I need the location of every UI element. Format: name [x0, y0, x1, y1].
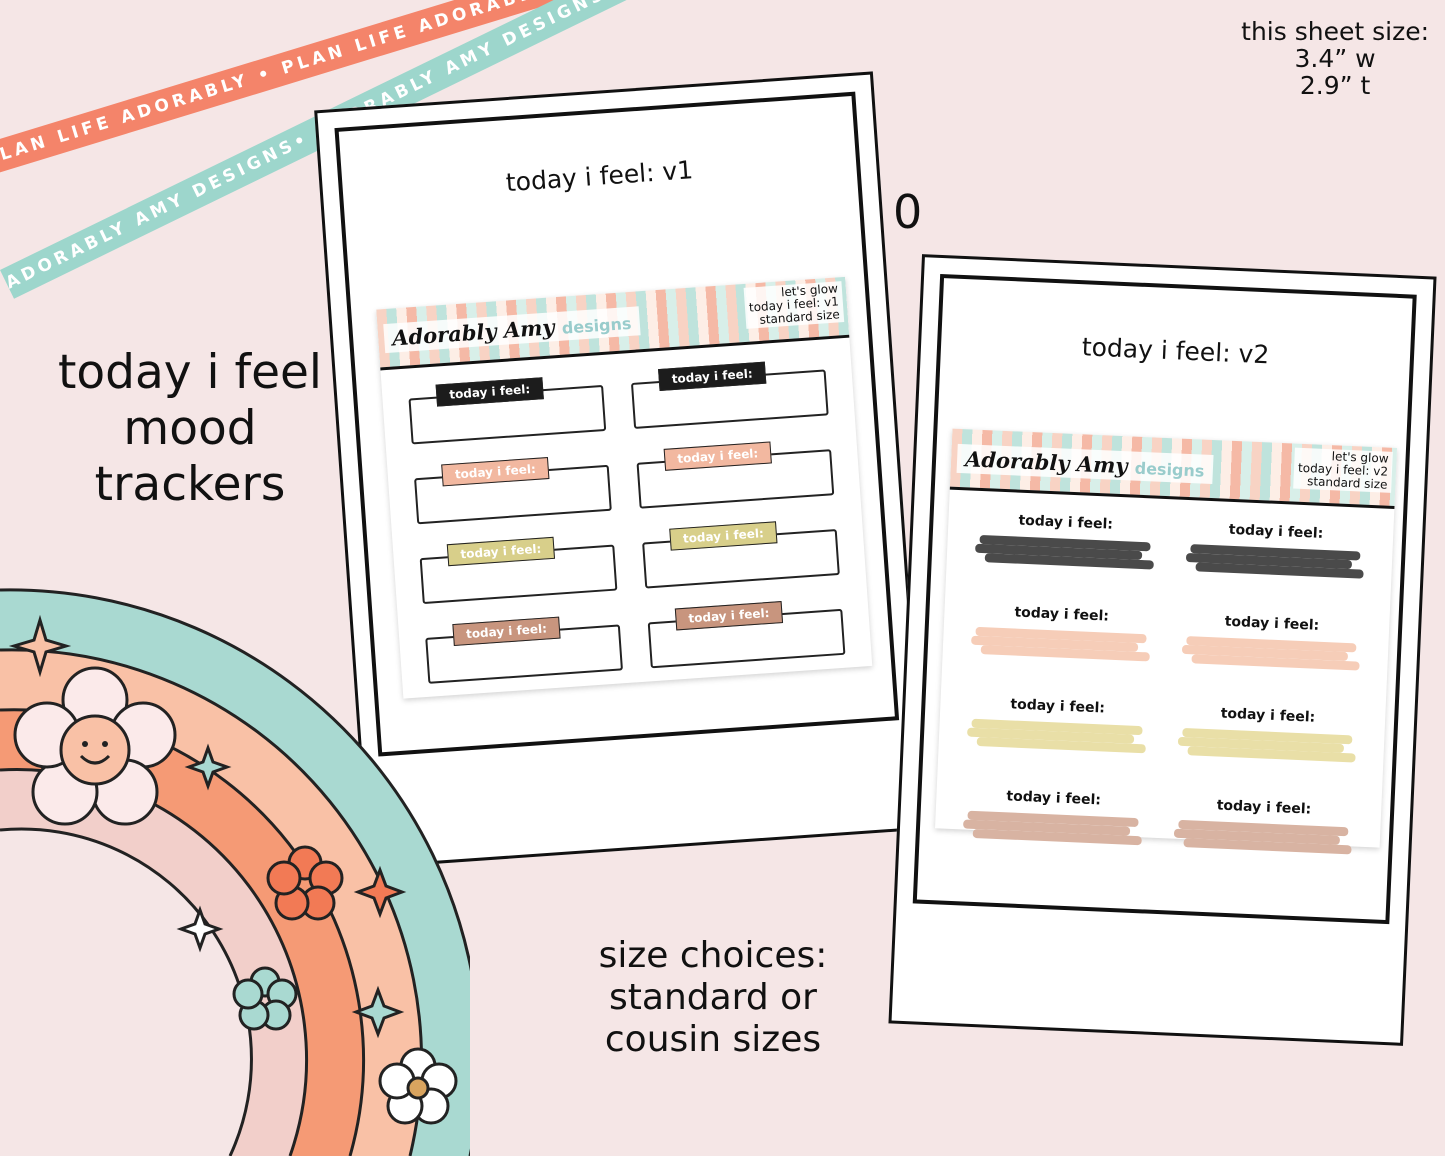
meta-line-3: standard size	[1306, 474, 1388, 492]
tracker-box: today i feel:	[413, 453, 612, 525]
tracker-box: today i feel:	[636, 437, 835, 509]
size-choices-line-1: size choices:	[598, 935, 828, 976]
teal-flower-icon	[232, 966, 298, 1031]
tracker-swatch: today i feel:	[968, 601, 1153, 679]
orange-flower-icon	[266, 845, 344, 921]
size-choices-line-3: cousin sizes	[604, 1019, 822, 1060]
tracker-swatch: today i feel:	[1178, 610, 1363, 688]
tracker-swatch: today i feel:	[972, 509, 1157, 587]
sparkle-icon	[8, 614, 72, 678]
tracker-swatch-label: today i feel:	[1228, 521, 1324, 542]
sparkle-icon	[184, 743, 232, 791]
title-line-1: today i feel	[57, 345, 322, 400]
tracker-swatch-label: today i feel:	[1014, 604, 1110, 625]
tracker-swatch: today i feel:	[960, 784, 1145, 862]
rainbow-illustration	[0, 588, 470, 1156]
sheet-size-info: this sheet size: 3.4” w 2.9” t	[1241, 18, 1429, 99]
tracker-box: today i feel:	[647, 597, 846, 669]
white-flower-icon	[378, 1047, 458, 1125]
zero-mark: 0	[893, 185, 923, 239]
tracker-box: today i feel:	[408, 373, 607, 445]
sparkle-icon	[351, 985, 405, 1039]
tracker-swatch: today i feel:	[1170, 794, 1355, 872]
tracker-swatch-label: today i feel:	[1224, 613, 1320, 634]
tracker-swatch: today i feel:	[1174, 702, 1359, 780]
logo-suffix: designs	[1134, 458, 1205, 481]
tracker-box: today i feel:	[641, 517, 840, 589]
tracker-swatch: today i feel:	[1182, 518, 1367, 596]
sheet-size-height: 2.9” t	[1299, 71, 1371, 100]
adorably-amy-logo: Adorably Amy designs	[956, 443, 1214, 484]
logo-suffix: designs	[561, 313, 633, 338]
polaroid-v2-photo: today i feel: v2 Adorably Amy designs le…	[912, 273, 1417, 925]
sparkle-icon	[353, 865, 407, 919]
sheet-size-heading: this sheet size:	[1241, 17, 1429, 46]
tracker-swatch-label: today i feel:	[1006, 788, 1102, 809]
size-choices-line-2: standard or	[609, 977, 817, 1018]
adorably-amy-logo: Adorably Amy designs	[383, 306, 641, 354]
sparkle-icon	[176, 905, 224, 953]
size-choices: size choices: standard or cousin sizes	[578, 935, 848, 1061]
tracker-box: today i feel:	[630, 357, 829, 429]
logo-text: Adorably Amy	[391, 314, 556, 351]
title-line-2: mood	[123, 401, 257, 456]
smiley-flower-icon	[13, 666, 177, 826]
title-line-3: trackers	[94, 457, 286, 512]
sheet-v1-label: today i feel: v1	[504, 155, 694, 198]
sheet-v2-meta: let's glow today i feel: v2 standard siz…	[1293, 447, 1393, 493]
tracker-swatch-label: today i feel:	[1018, 512, 1114, 533]
tracker-swatch: today i feel:	[964, 693, 1149, 771]
rainbow-band-pink	[0, 769, 307, 1156]
sheet-size-width: 3.4” w	[1294, 44, 1376, 73]
tracker-swatch-label: today i feel:	[1220, 705, 1316, 726]
sticker-sheet-v2: Adorably Amy designs let's glow today i …	[935, 428, 1398, 855]
sheet-v1-meta: let's glow today i feel: v1 standard siz…	[743, 281, 845, 329]
tracker-swatch-label: today i feel:	[1010, 696, 1106, 717]
rainbow-band-peach	[0, 649, 422, 1156]
tracker-swatch-label: today i feel:	[1216, 797, 1312, 818]
sheet-v2-grid: today i feel: today i feel: today i feel: t…	[933, 490, 1394, 891]
polaroid-v2: today i feel: v2 Adorably Amy designs le…	[888, 254, 1437, 1046]
product-title: today i feel mood trackers	[40, 345, 340, 513]
sheet-v2-label: today i feel: v2	[1081, 332, 1270, 370]
logo-text: Adorably Amy	[964, 446, 1129, 479]
